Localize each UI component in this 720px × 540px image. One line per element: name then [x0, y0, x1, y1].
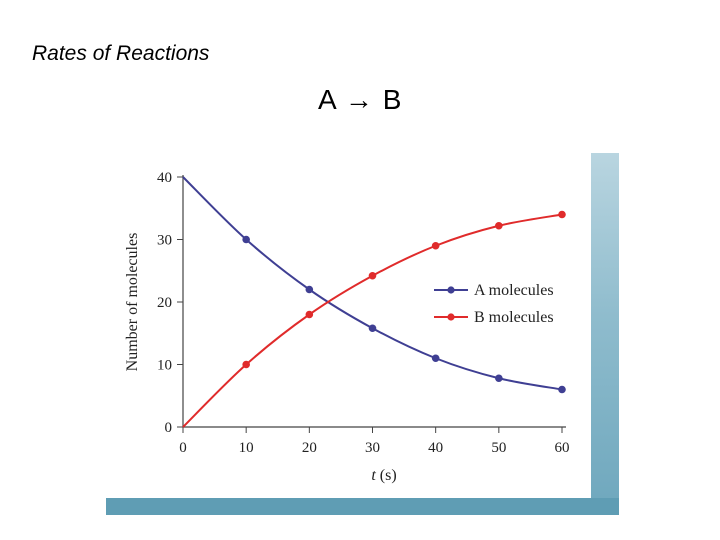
x-tick-label: 20 — [302, 440, 317, 456]
series-b-point — [242, 360, 250, 369]
y-tick-label: 40 — [157, 170, 172, 186]
y-tick-label: 20 — [157, 295, 172, 311]
legend-b-label: B molecules — [474, 309, 554, 326]
legend-a-label: A molecules — [474, 282, 554, 299]
x-tick-label: 0 — [179, 440, 187, 456]
series-b-point — [305, 310, 314, 319]
series-a-point — [558, 385, 566, 394]
y-tick-label: 0 — [165, 420, 173, 436]
figure-bottom-band — [106, 498, 619, 515]
x-axis-unit: (s) — [376, 467, 397, 484]
x-tick-label: 10 — [239, 440, 254, 456]
y-tick-label: 10 — [157, 358, 172, 374]
series-a-point — [242, 235, 250, 244]
series-b-point — [431, 241, 440, 250]
legend: A molecules B molecules — [430, 276, 570, 330]
x-tick-label: 50 — [491, 440, 506, 456]
series-a-point — [368, 324, 377, 333]
x-axis-label: t (s) — [371, 467, 396, 484]
x-axis-variable: t — [371, 467, 376, 484]
legend-b-marker — [447, 313, 455, 321]
slide-title: Rates of Reactions — [32, 42, 210, 65]
series-a-point — [431, 354, 440, 363]
series-b-point — [368, 271, 377, 280]
series-a-point — [305, 285, 314, 294]
series-layer — [182, 176, 566, 428]
x-tick-label: 40 — [428, 440, 443, 456]
reaction-equation: A → B — [318, 84, 403, 115]
legend-box — [430, 276, 570, 330]
legend-a-marker — [447, 286, 455, 294]
y-tick-label: 30 — [157, 233, 172, 249]
series-a-point — [495, 374, 503, 383]
series-b-point — [558, 210, 566, 219]
x-tick-label: 60 — [555, 440, 570, 456]
series-b-point — [495, 221, 503, 230]
axes: 0 10 20 30 40 0 10 20 30 40 50 60 — [157, 170, 570, 456]
y-axis-label: Number of molecules — [124, 233, 141, 372]
x-tick-label: 30 — [365, 440, 380, 456]
